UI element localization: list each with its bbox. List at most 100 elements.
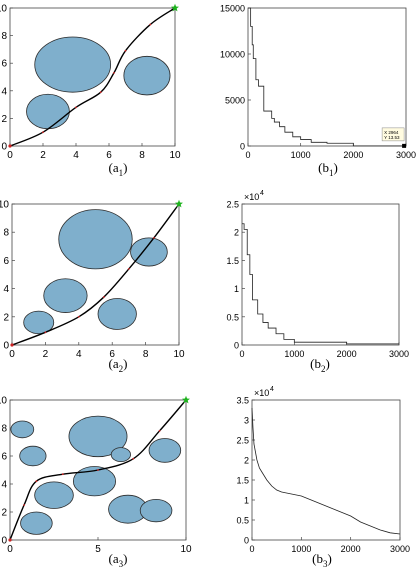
y-tick-label: 2.5 — [226, 200, 239, 210]
path-waypoint — [97, 469, 99, 471]
y-tick-label: 0 — [240, 142, 245, 152]
y-tick-label: 8 — [1, 424, 7, 435]
y-tick-label: 4 — [1, 86, 7, 97]
y-scale-exponent: 4 — [270, 386, 274, 393]
caption-close: ) — [123, 551, 127, 566]
start-point — [8, 144, 12, 148]
x-tick-label: 10 — [169, 150, 181, 161]
caption-subscript: 2 — [119, 364, 124, 374]
y-tick-label: 1 — [234, 284, 239, 294]
caption-close: ) — [334, 160, 338, 175]
x-tick-label: 3000 — [390, 544, 410, 554]
y-tick-label: 0.5 — [226, 312, 239, 322]
path-waypoint — [102, 296, 105, 298]
caption-main: (b — [310, 356, 321, 371]
obstacle-circle — [26, 93, 70, 130]
x-tick-label: 2 — [40, 150, 46, 161]
caption-main: (a — [109, 160, 119, 175]
y-scale-exponent: 4 — [260, 190, 264, 197]
caption-close: ) — [326, 356, 330, 371]
y-tick-label: 4 — [3, 284, 9, 295]
start-point — [10, 343, 14, 347]
x-tick-label: 0 — [249, 544, 254, 554]
y-tick-label: 6 — [1, 452, 7, 463]
panel-caption: (b1) — [318, 160, 338, 178]
y-tick-label: 2 — [244, 456, 249, 466]
x-tick-label: 6 — [109, 349, 115, 360]
goal-star — [182, 395, 190, 404]
obstacle-circle — [139, 498, 173, 523]
y-tick-label: 0 — [1, 536, 7, 547]
caption-close: ) — [123, 160, 127, 175]
plot-area — [251, 399, 401, 541]
x-tick-label: 5 — [95, 544, 101, 555]
path-waypoint — [23, 504, 25, 506]
y-tick-label: 0 — [244, 536, 249, 546]
caption-close: ) — [328, 551, 332, 566]
y-tick-label: 2.5 — [236, 436, 249, 446]
y-tick-label: 1 — [244, 496, 249, 506]
y-scale-label: ×10 — [244, 192, 259, 202]
path-waypoint — [149, 23, 152, 26]
obstacle-circle — [20, 511, 53, 535]
obstacle-circle — [72, 466, 117, 497]
y-tick-label: 6 — [3, 256, 9, 267]
x-tick-label: 2 — [43, 349, 49, 360]
obstacle-circle — [58, 209, 133, 270]
datatip-y-text: Y 13.53 — [384, 135, 400, 140]
path-waypoint — [113, 71, 115, 74]
path-waypoint — [153, 236, 155, 239]
x-tick-label: 3000 — [396, 150, 416, 160]
panel-caption: (a2) — [109, 356, 128, 374]
y-tick-label: 0 — [234, 341, 239, 351]
y-tick-label: 10000 — [220, 50, 245, 60]
obstacle-circle — [68, 415, 128, 458]
x-tick-label: 1000 — [284, 349, 304, 359]
caption-subscript: 1 — [119, 168, 124, 178]
x-tick-label: 10 — [180, 544, 192, 555]
datatip-x-text: X 2964 — [384, 130, 399, 135]
goal-star — [171, 3, 179, 12]
x-tick-label: 2000 — [337, 349, 357, 359]
obstacle-circle — [43, 278, 88, 313]
path-waypoint — [124, 49, 127, 52]
chart-panel-5: 0 5 10 0 2 4 6 8 10 (a3) — [0, 396, 192, 570]
caption-subscript: 1 — [329, 168, 334, 178]
x-tick-label: 1000 — [291, 150, 311, 160]
path-waypoint — [132, 457, 135, 460]
obstacle-circle — [34, 36, 112, 93]
y-tick-label: 8 — [1, 31, 7, 42]
x-tick-label: 2000 — [343, 150, 363, 160]
obstacle-circle — [10, 420, 35, 439]
goal-star — [175, 199, 183, 208]
datatip-box — [381, 127, 405, 142]
caption-main: (b — [318, 160, 329, 175]
obstacle-circle — [97, 298, 137, 330]
y-tick-label: 3 — [244, 416, 249, 426]
x-tick-label: 0 — [7, 544, 13, 555]
x-tick-label: 0 — [245, 150, 250, 160]
obstacle-circle — [110, 447, 131, 463]
path-waypoint — [35, 480, 38, 483]
x-tick-label: 3000 — [389, 349, 409, 359]
path-waypoint — [158, 429, 161, 432]
obstacle-circle — [123, 55, 171, 96]
x-tick-label: 0 — [9, 349, 15, 360]
path-waypoint — [77, 315, 80, 318]
obstacle-circle — [34, 481, 74, 509]
y-tick-label: 3.5 — [236, 396, 249, 406]
path-waypoint — [42, 131, 44, 134]
y-tick-label: 2 — [234, 228, 239, 238]
y-tick-label: 8 — [3, 228, 9, 239]
path-waypoint — [44, 331, 47, 334]
x-tick-label: 10 — [173, 349, 185, 360]
y-tick-label: 10 — [0, 396, 7, 407]
y-tick-label: 5000 — [225, 96, 245, 106]
caption-subscript: 2 — [321, 364, 326, 374]
y-tick-label: 2 — [1, 114, 7, 125]
datatip-marker — [402, 143, 407, 148]
x-tick-label: 4 — [73, 150, 79, 161]
